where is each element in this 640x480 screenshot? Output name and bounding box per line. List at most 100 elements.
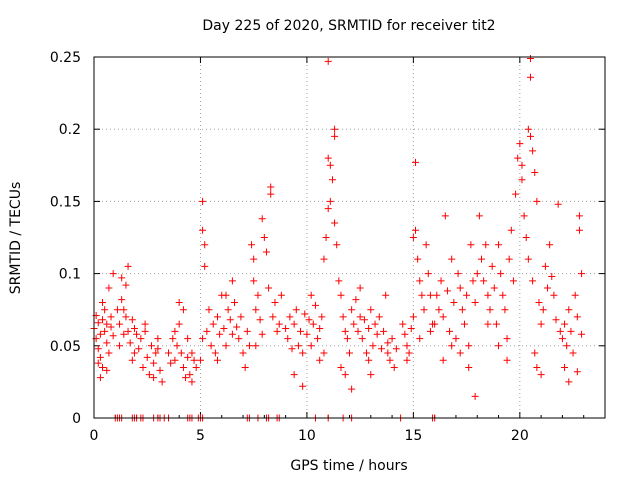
data-point <box>211 349 219 357</box>
data-point <box>267 183 275 191</box>
data-point <box>188 378 196 386</box>
data-point <box>94 359 102 367</box>
data-point <box>522 234 530 241</box>
data-point <box>535 298 543 306</box>
data-point <box>324 205 332 213</box>
data-point <box>463 291 471 299</box>
data-point <box>341 327 349 335</box>
data-point <box>482 241 490 249</box>
data-point <box>177 349 185 357</box>
data-point <box>290 371 298 379</box>
data-point <box>473 270 481 278</box>
data-point <box>307 342 315 350</box>
data-point <box>239 349 247 357</box>
data-point <box>184 353 192 361</box>
data-point <box>348 385 356 393</box>
data-point <box>426 327 434 335</box>
data-point <box>124 327 132 335</box>
data-point <box>209 320 217 328</box>
data-point <box>235 335 243 343</box>
data-point <box>531 169 539 177</box>
data-point <box>120 306 128 314</box>
data-point <box>360 316 368 324</box>
data-point <box>314 335 322 343</box>
data-point <box>213 313 221 321</box>
data-point <box>503 335 511 343</box>
data-point <box>179 363 187 371</box>
data-point <box>448 255 456 263</box>
data-point <box>99 298 107 306</box>
data-point <box>137 335 145 343</box>
data-point <box>130 324 138 332</box>
data-point <box>277 291 285 299</box>
data-point <box>213 356 221 364</box>
data-point <box>94 345 102 353</box>
data-point <box>252 306 260 314</box>
data-point <box>316 356 324 364</box>
data-point <box>369 342 377 350</box>
data-point <box>320 349 328 357</box>
data-point <box>569 349 577 357</box>
data-point <box>541 262 549 270</box>
data-point <box>484 320 492 328</box>
data-point <box>418 291 426 299</box>
y-tick-label: 0.2 <box>59 122 81 138</box>
data-point <box>495 342 503 350</box>
data-point <box>480 277 488 285</box>
data-point <box>322 234 330 241</box>
data-point <box>412 158 420 166</box>
data-point <box>203 327 211 335</box>
data-point <box>122 281 130 289</box>
data-point <box>199 197 207 205</box>
data-point <box>341 371 349 379</box>
data-point <box>526 132 534 140</box>
data-point <box>384 349 392 357</box>
data-point <box>309 320 317 328</box>
data-point <box>352 296 360 304</box>
data-point <box>105 349 113 357</box>
axis-ticks: 0 5 10 15 20 0 0.05 0.1 0.15 0.2 0.25 <box>50 50 605 444</box>
data-point <box>101 327 109 335</box>
data-point <box>373 330 381 338</box>
data-point <box>224 306 232 314</box>
data-point <box>386 356 394 364</box>
data-point <box>460 320 468 328</box>
data-point <box>435 306 443 314</box>
data-point <box>324 57 332 65</box>
data-point <box>201 262 209 270</box>
data-point <box>105 284 113 292</box>
data-point <box>145 371 153 379</box>
data-point <box>328 176 336 184</box>
data-point <box>469 277 477 285</box>
data-point <box>484 291 492 299</box>
data-point <box>237 313 245 321</box>
data-point <box>465 342 473 350</box>
data-point <box>346 349 353 357</box>
data-point <box>326 197 334 205</box>
data-point <box>512 190 520 198</box>
data-point <box>348 306 356 314</box>
data-point <box>216 330 224 338</box>
data-point <box>118 296 126 304</box>
data-point <box>439 313 447 321</box>
x-tick-label: 0 <box>90 428 99 444</box>
data-points <box>90 54 586 422</box>
data-point <box>241 363 249 371</box>
data-point <box>99 316 107 324</box>
data-point <box>390 363 398 371</box>
data-point <box>578 330 586 338</box>
data-point <box>120 330 128 338</box>
data-point <box>403 342 411 350</box>
y-tick-label: 0.25 <box>50 50 81 66</box>
data-point <box>492 320 500 328</box>
plot-frame <box>93 56 606 419</box>
data-point <box>297 327 305 335</box>
data-point <box>243 327 251 335</box>
data-point <box>273 327 281 335</box>
data-point <box>501 306 509 314</box>
data-point <box>516 140 524 148</box>
data-point <box>290 320 298 328</box>
data-point <box>529 277 537 285</box>
data-point <box>546 241 554 249</box>
